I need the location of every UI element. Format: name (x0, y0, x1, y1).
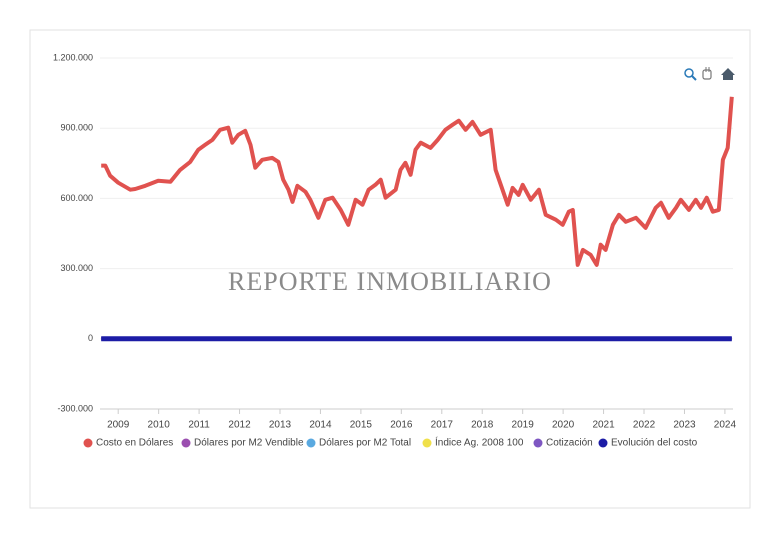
y-tick-label: 600.000 (60, 193, 93, 203)
series-line (101, 96, 734, 267)
legend-label: Dólares por M2 Vendible (194, 438, 304, 449)
legend-item[interactable]: Costo en Dólares (83, 438, 174, 449)
toolbar (684, 67, 735, 81)
y-tick-label: 0 (88, 333, 93, 343)
legend-item[interactable]: Dólares por M2 Total (306, 438, 412, 449)
x-tick-label: 2010 (148, 420, 171, 431)
legend-label: Cotización (546, 438, 593, 449)
x-tick-label: 2023 (673, 420, 696, 431)
x-tick-label: 2012 (228, 420, 251, 431)
legend-swatch (306, 438, 316, 448)
legend-label: Dólares por M2 Total (319, 438, 411, 449)
watermark: REPORTE INMOBILIARIO (228, 267, 552, 296)
legend: Costo en Dólares Dólares por M2 Vendible D… (83, 436, 698, 449)
y-tick-label: -300.000 (57, 403, 93, 413)
legend-item[interactable]: Evolución del costo (598, 438, 698, 449)
legend-label: Índice Ag. 2008 100 (435, 436, 524, 449)
legend-label: Evolución del costo (611, 438, 698, 449)
x-tick-label: 2017 (431, 420, 454, 431)
home-icon[interactable] (721, 68, 735, 80)
legend-label: Costo en Dólares (96, 438, 173, 449)
legend-swatch (598, 438, 608, 448)
x-tick-label: 2024 (714, 420, 737, 431)
x-tick-label: 2020 (552, 420, 575, 431)
x-tick-label: 2013 (269, 420, 292, 431)
y-tick-label: 300.000 (60, 263, 93, 273)
x-tick-label: 2015 (350, 420, 373, 431)
x-tick-label: 2021 (592, 420, 615, 431)
x-tick-label: 2009 (107, 420, 130, 431)
x-tick-label: 2016 (390, 420, 413, 431)
legend-item[interactable]: Índice Ag. 2008 100 (422, 436, 524, 449)
legend-swatch (181, 438, 191, 448)
x-tick-label: 2014 (309, 420, 332, 431)
legend-item[interactable]: Dólares por M2 Vendible (181, 438, 304, 449)
x-tick-label: 2018 (471, 420, 494, 431)
x-tick-label: 2011 (188, 420, 210, 431)
zoom-icon[interactable] (684, 68, 697, 81)
x-tick-label: 2019 (512, 420, 535, 431)
x-tick-label: 2022 (633, 420, 656, 431)
legend-swatch (533, 438, 543, 448)
y-tick-label: 900.000 (60, 123, 93, 133)
y-tick-label: 1.200.000 (53, 52, 93, 62)
legend-swatch (422, 438, 432, 448)
legend-swatch (83, 438, 93, 448)
legend-item[interactable]: Cotización (533, 438, 593, 449)
pan-icon[interactable] (702, 67, 712, 80)
